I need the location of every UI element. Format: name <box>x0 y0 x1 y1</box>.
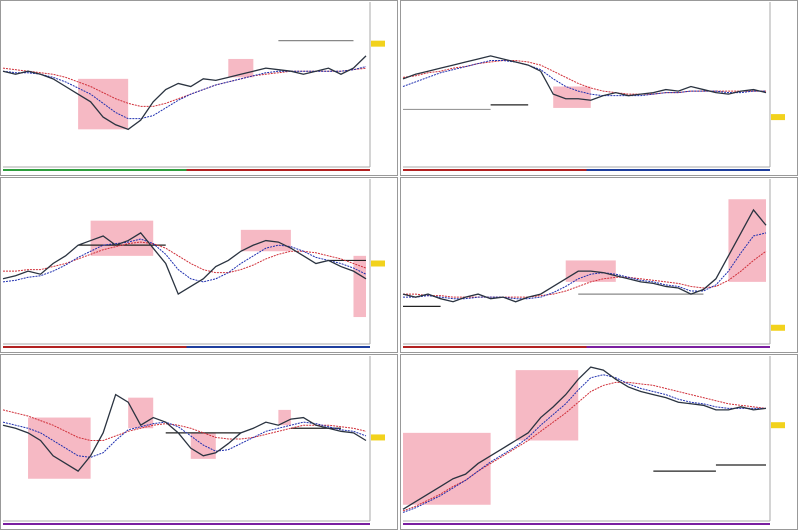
price-marker <box>371 434 385 441</box>
price-marker <box>771 114 785 121</box>
moving-average-blue <box>2 238 367 283</box>
price-line <box>402 208 767 303</box>
period-strip <box>586 346 770 348</box>
period-strip <box>3 169 187 171</box>
highlight-zone <box>278 409 291 426</box>
price-marker <box>771 422 785 429</box>
moving-average-red <box>3 241 367 274</box>
moving-average-blue <box>2 66 367 120</box>
highlight-zone <box>403 432 491 505</box>
highlight-zone <box>353 255 366 318</box>
period-strip <box>586 169 770 171</box>
panel-frame <box>0 177 398 353</box>
moving-average-blue <box>402 59 766 97</box>
price-line <box>402 55 767 101</box>
period-strip <box>3 346 187 348</box>
period-strip <box>586 523 770 525</box>
highlight-zone <box>78 78 129 130</box>
moving-average-blue <box>402 374 766 513</box>
period-strip <box>403 523 587 525</box>
price-line <box>2 232 367 296</box>
moving-average-red <box>2 67 367 107</box>
highlight-zone <box>90 220 154 256</box>
highlight-zone <box>28 417 91 479</box>
period-strip <box>3 523 187 525</box>
highlight-zone <box>728 199 766 282</box>
period-strip <box>403 346 587 348</box>
price-line <box>2 55 367 131</box>
price-marker <box>771 324 785 331</box>
period-strip <box>186 346 370 348</box>
moving-average-red <box>402 381 767 512</box>
panel-frame <box>400 0 798 176</box>
period-strip <box>186 169 370 171</box>
highlight-zone <box>190 432 216 459</box>
price-line <box>402 366 767 510</box>
moving-average-blue <box>403 232 767 300</box>
highlight-zone <box>515 370 579 441</box>
moving-average-red <box>2 409 367 441</box>
price-marker <box>371 40 385 47</box>
panel-frame <box>0 0 398 176</box>
highlight-zone <box>128 397 154 429</box>
highlight-zone <box>553 86 591 108</box>
price-line <box>2 393 367 472</box>
price-marker <box>371 260 385 267</box>
period-strip <box>403 169 587 171</box>
moving-average-blue <box>2 421 367 458</box>
period-strip <box>186 523 370 525</box>
